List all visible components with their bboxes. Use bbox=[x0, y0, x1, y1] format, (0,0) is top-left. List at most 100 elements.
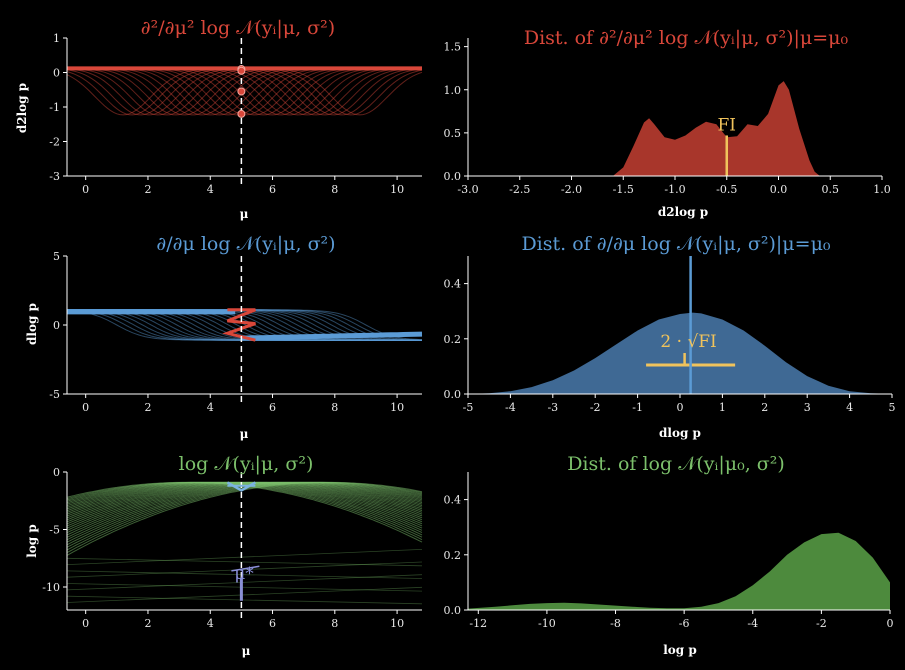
p5-xlabel: μ bbox=[242, 644, 251, 658]
p3-ytick-label: -5 bbox=[49, 388, 60, 401]
p2-ytick-label: 1.5 bbox=[444, 41, 462, 54]
p6-axes: -12 -10 -8 -6 -4 -2 0 0.4 0.2 0.0 bbox=[444, 472, 894, 630]
p5-mu-star-label: μ* bbox=[234, 564, 254, 584]
p5-low-curve bbox=[66, 586, 423, 603]
p2-xtick-label: -1.0 bbox=[664, 183, 685, 196]
p2-xlabel: d2log p bbox=[658, 205, 708, 219]
p1-xtick-label: 10 bbox=[390, 183, 404, 196]
p3-xlabel: μ bbox=[240, 427, 249, 441]
p4-title: Dist. of ∂/∂μ log 𝒩(yᵢ|μ, σ²)|μ=μ₀ bbox=[521, 233, 830, 255]
p6-xtick-label: 0 bbox=[887, 617, 894, 630]
p1-xlabel: μ bbox=[240, 207, 249, 221]
p1-mu0-point bbox=[237, 66, 246, 75]
p6-ytick-label: 0.0 bbox=[444, 604, 462, 617]
p4-xtick-label: -4 bbox=[505, 401, 516, 414]
p6-xtick-label: -4 bbox=[747, 617, 758, 630]
p2-xtick-label: -1.5 bbox=[613, 183, 634, 196]
p2-xtick-label: -2.0 bbox=[561, 183, 582, 196]
p2-xtick-label: 1.0 bbox=[873, 183, 891, 196]
p4-ytick-label: 0.0 bbox=[444, 388, 462, 401]
p4-xtick-label: 2 bbox=[761, 401, 768, 414]
p1-ytick-label: 1 bbox=[53, 32, 60, 45]
p5-ylabel: log p bbox=[25, 524, 39, 558]
p4-area-group bbox=[468, 256, 892, 394]
p6-xlabel: log p bbox=[663, 643, 697, 657]
p4-xtick-label: -5 bbox=[463, 401, 474, 414]
p2-ytick-label: 1.0 bbox=[444, 84, 462, 97]
p4-xlabel: dlog p bbox=[659, 426, 701, 440]
p5-low-curve bbox=[66, 595, 423, 605]
p1-xtick-label: 2 bbox=[144, 183, 151, 196]
p5-mu-star-stroke bbox=[231, 565, 260, 572]
panel-first-derivative-distribution: -5 -4 -3 -2 -1 0 1 2 3 4 5 0.4 0.2 0.0 Dist. of ∂/∂μ … bbox=[444, 233, 896, 440]
p3-xtick-label: 4 bbox=[207, 401, 214, 414]
p6-xtick-label: -2 bbox=[816, 617, 827, 630]
p1-mu0-point bbox=[237, 109, 246, 118]
p2-xtick-label: -3.0 bbox=[457, 183, 478, 196]
p5-ytick-label: 0 bbox=[53, 466, 60, 479]
p5-low-curve bbox=[66, 570, 423, 579]
p3-curve-group bbox=[66, 256, 423, 402]
p5-curve-group bbox=[66, 472, 423, 618]
p3-xtick-label: 2 bbox=[144, 401, 151, 414]
p1-xtick-label: 6 bbox=[269, 183, 276, 196]
p4-xtick-label: 4 bbox=[846, 401, 853, 414]
p2-xtick-label: -2.5 bbox=[509, 183, 530, 196]
p5-ytick-label: -5 bbox=[49, 524, 60, 537]
p4-xtick-label: 1 bbox=[719, 401, 726, 414]
p2-xtick-label: 0.5 bbox=[822, 183, 840, 196]
p1-ytick-label: -3 bbox=[49, 170, 60, 183]
p3-band-right bbox=[241, 331, 423, 341]
p3-xtick-label: 6 bbox=[269, 401, 276, 414]
panel-second-derivative-distribution: -3.0 -2.5 -2.0 -1.5 -1.0 -0.5 0.0 0.5 1.0 1.5 1.0 0… bbox=[444, 27, 891, 219]
p1-mu0-point bbox=[237, 87, 246, 96]
p3-ylabel: dlog p bbox=[25, 303, 39, 345]
p5-xtick-label: 6 bbox=[269, 617, 276, 630]
p2-ytick-label: 0.5 bbox=[444, 127, 462, 140]
p4-xtick-label: -2 bbox=[590, 401, 601, 414]
p6-xtick-label: -12 bbox=[469, 617, 487, 630]
p1-ytick-label: -2 bbox=[49, 136, 60, 149]
p1-ylabel: d2log p bbox=[15, 83, 29, 133]
p1-xtick-label: 0 bbox=[82, 183, 89, 196]
p6-density-area bbox=[468, 532, 890, 610]
panel-log-likelihood-distribution: -12 -10 -8 -6 -4 -2 0 0.4 0.2 0.0 Dist. of log 𝒩(… bbox=[444, 453, 894, 657]
p5-low-curve bbox=[66, 561, 423, 578]
p6-xtick-label: -10 bbox=[538, 617, 556, 630]
p5-low-curve bbox=[66, 549, 423, 565]
p5-low-curve bbox=[66, 583, 423, 592]
p2-density-area bbox=[612, 81, 820, 176]
p6-area-group bbox=[468, 532, 890, 610]
p2-title: Dist. of ∂²/∂μ² log 𝒩(yᵢ|μ, σ²)|μ=μ₀ bbox=[524, 27, 849, 49]
p2-ytick-label: 0.0 bbox=[444, 170, 462, 183]
p4-xtick-label: 0 bbox=[677, 401, 684, 414]
p4-ytick-label: 0.4 bbox=[444, 278, 462, 291]
p5-xtick-label: 2 bbox=[144, 617, 151, 630]
p4-ytick-label: 0.2 bbox=[444, 333, 462, 346]
p5-xtick-label: 10 bbox=[390, 617, 404, 630]
p5-low-curve bbox=[66, 557, 423, 567]
p5-ytick-label: -10 bbox=[42, 581, 60, 594]
p3-xtick-label: 8 bbox=[331, 401, 338, 414]
panel-first-derivative-curves: 0 2 4 6 8 10 5 0 -5 ∂/∂μ log 𝒩(yᵢ|μ, σ²) μ dlog … bbox=[25, 233, 423, 441]
p3-zigzag-marker bbox=[222, 308, 256, 342]
p4-xtick-label: -1 bbox=[632, 401, 643, 414]
p1-ytick-label: 0 bbox=[53, 67, 60, 80]
p6-title: Dist. of log 𝒩(yᵢ|μ₀, σ²) bbox=[567, 453, 785, 475]
p2-xtick-label: -0.5 bbox=[716, 183, 737, 196]
p1-curve-group bbox=[66, 38, 423, 184]
p5-xtick-label: 4 bbox=[207, 617, 214, 630]
p6-ytick-label: 0.2 bbox=[444, 549, 462, 562]
p3-xtick-label: 10 bbox=[390, 401, 404, 414]
p4-axes: -5 -4 -3 -2 -1 0 1 2 3 4 5 0.4 0.2 0.0 bbox=[444, 256, 896, 414]
p1-title: ∂²/∂μ² log 𝒩(yᵢ|μ, σ²) bbox=[141, 17, 335, 39]
p4-xtick-label: 3 bbox=[804, 401, 811, 414]
p4-density-area bbox=[468, 312, 892, 394]
p6-ytick-label: 0.4 bbox=[444, 494, 462, 507]
p3-ytick-label: 0 bbox=[53, 319, 60, 332]
p4-sd-label: 2 · √FI bbox=[660, 332, 716, 352]
p6-xtick-label: -8 bbox=[610, 617, 621, 630]
